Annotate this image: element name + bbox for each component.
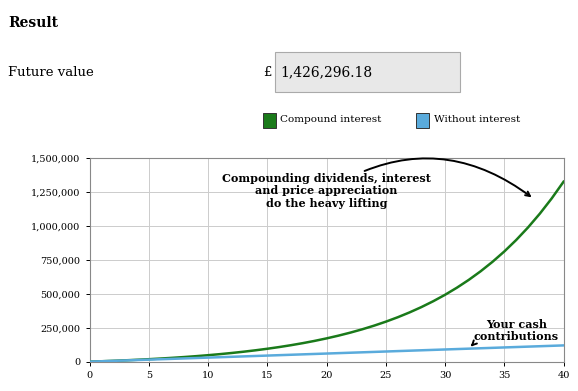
Text: Your cash
contributions: Your cash contributions [472,319,559,345]
Text: 1,426,296.18: 1,426,296.18 [280,65,372,79]
Text: Result: Result [8,16,58,30]
Text: Compounding dividends, interest
and price appreciation
do the heavy lifting: Compounding dividends, interest and pric… [222,158,530,209]
Text: Without interest: Without interest [434,115,520,124]
Text: Future value: Future value [8,66,94,79]
Bar [263,113,276,127]
FancyBboxPatch shape [275,52,460,92]
Bar [416,113,429,127]
Text: £: £ [263,66,271,79]
Text: Compound interest: Compound interest [280,115,381,124]
